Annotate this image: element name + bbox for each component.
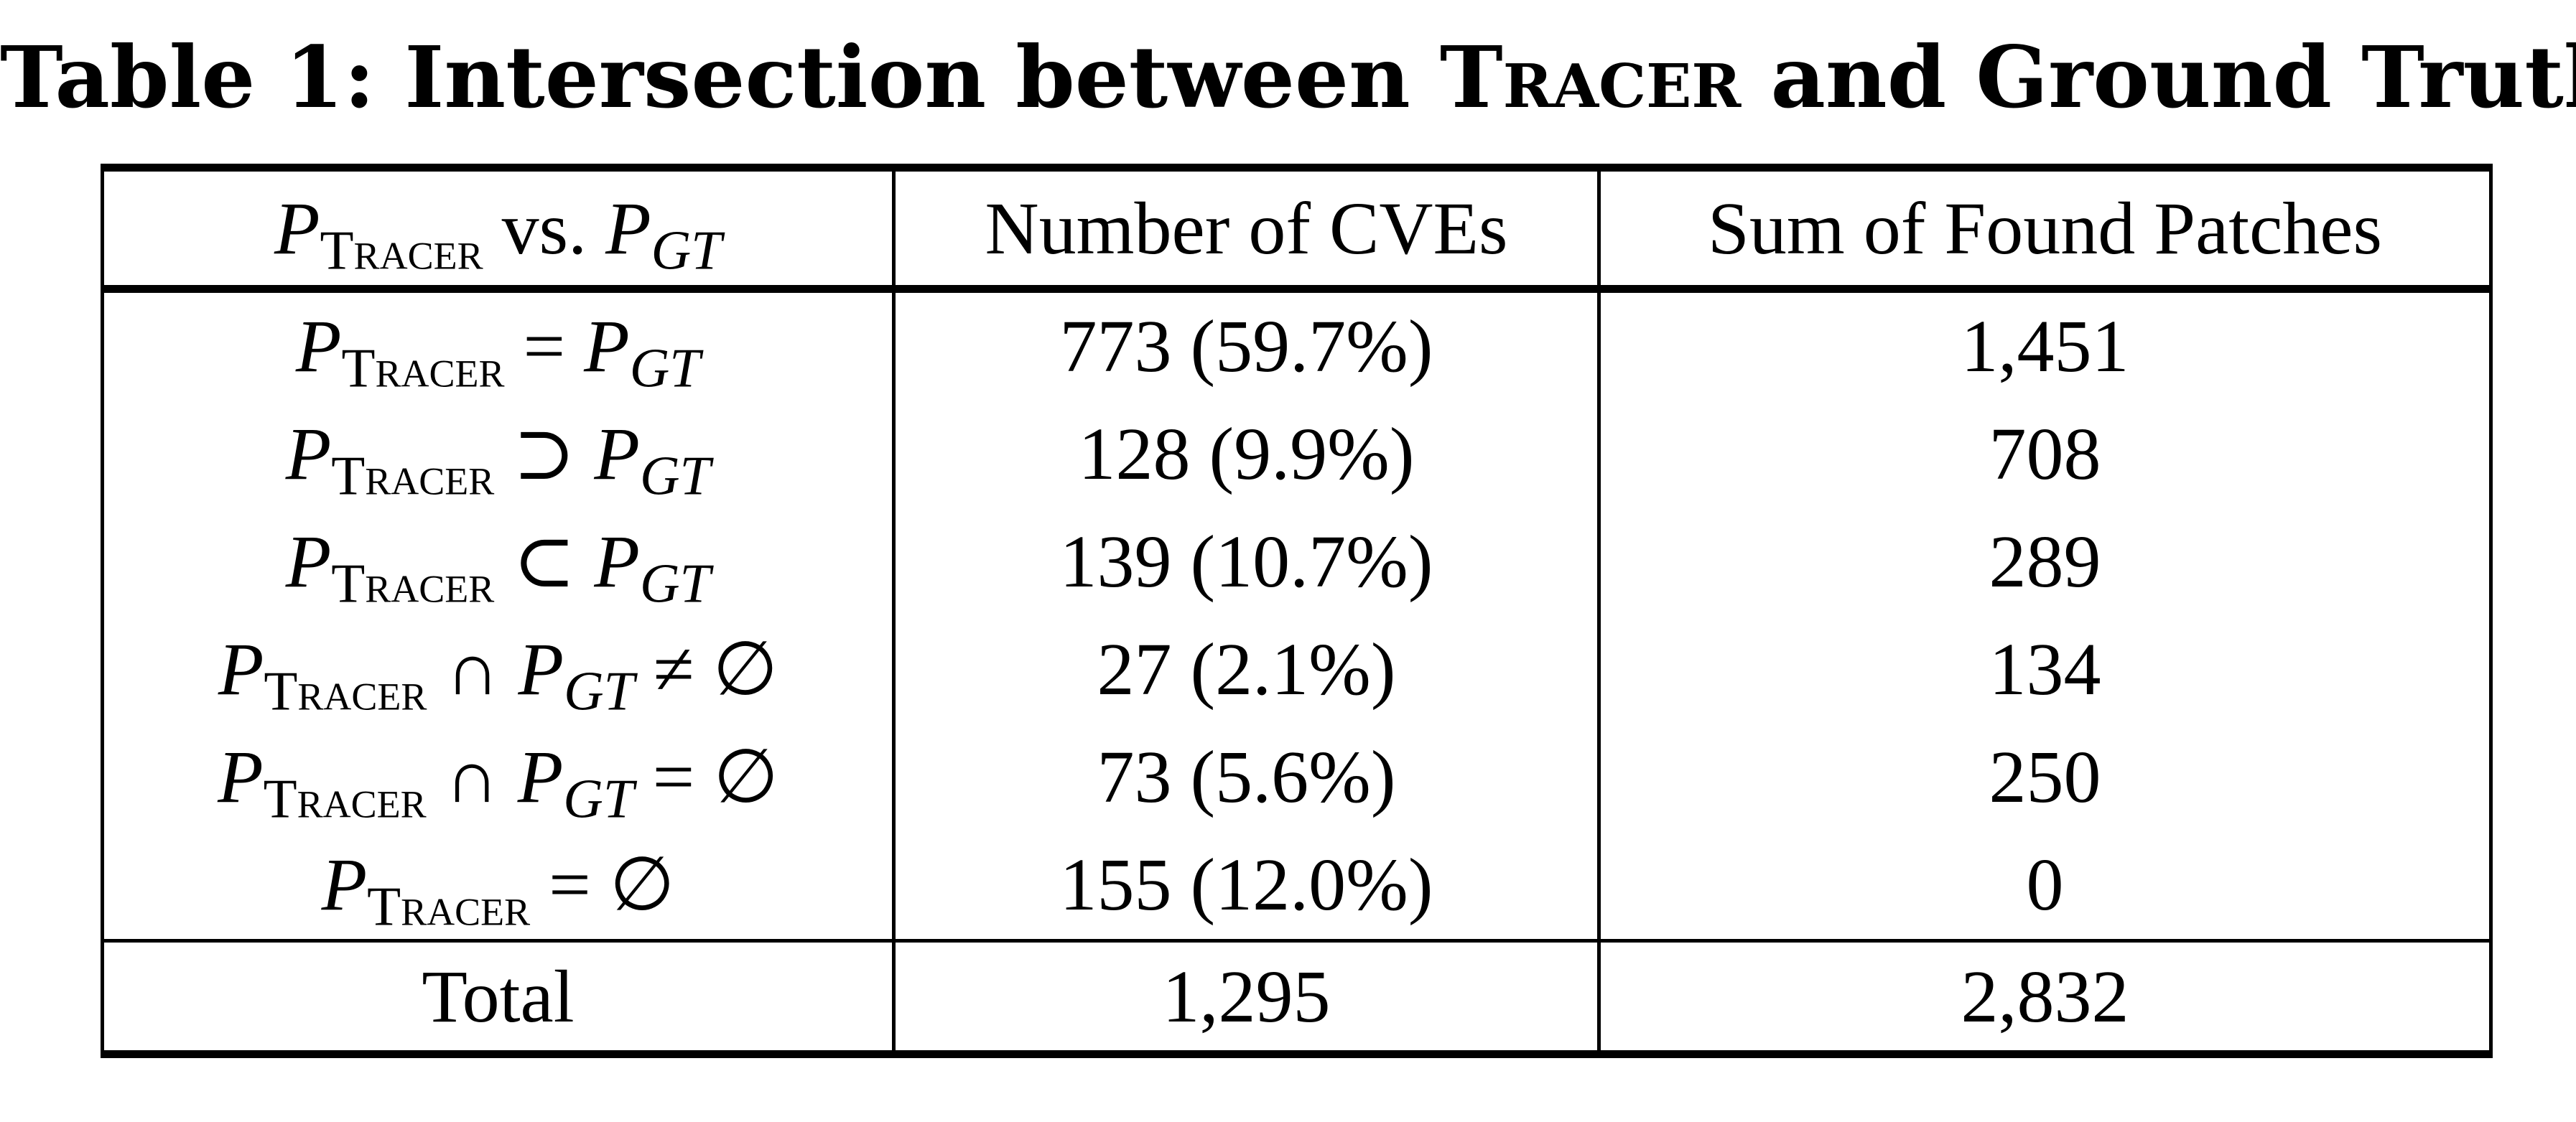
total-row: Total 1,295 2,832	[102, 939, 2491, 1055]
total-label: Total	[102, 939, 894, 1055]
header-right-subscript: GT	[651, 219, 722, 281]
table-body: PTracer = PGT 773 (59.7%) 1,451 PTracer ⊃ P…	[103, 289, 2491, 941]
header-found-patches: Sum of Found Patches	[1597, 167, 2491, 293]
total-found-patches: 2,832	[1597, 939, 2491, 1055]
table-caption: Table 1: Intersection between Tracer and…	[0, 20, 2576, 135]
relation-operator: ⊂	[513, 520, 576, 603]
relation-cell: PTracer ⊃ PGT	[103, 401, 894, 508]
relation-left-symbol: P	[321, 843, 368, 926]
relation-right-symbol: P	[517, 736, 564, 818]
relation-right-subscript: GT	[629, 337, 701, 399]
header-left-symbol: P	[274, 187, 320, 270]
header-num-cves: Number of CVEs	[892, 167, 1599, 293]
found-patches-cell: 250	[1597, 724, 2491, 831]
relation-right-subscript: GT	[639, 552, 711, 614]
relation-left-symbol: P	[218, 736, 264, 818]
table-row: PTracer ⊃ PGT 128 (9.9%) 708	[103, 401, 2491, 508]
num-cves-cell: 27 (2.1%)	[892, 616, 1599, 724]
relation-operator: ∩	[445, 736, 499, 818]
caption-suffix: and Ground Truth	[1741, 27, 2576, 127]
found-patches-cell: 0	[1597, 831, 2491, 941]
results-table: PTracer vs. PGT Number of CVEs Sum of Fo…	[101, 164, 2493, 1058]
relation-left-subscript: Tracer	[331, 552, 495, 614]
table-row: PTracer = PGT 773 (59.7%) 1,451	[103, 289, 2491, 401]
relation-cell: PTracer ∩ PGT = ∅	[103, 724, 894, 831]
header-right-symbol: P	[605, 187, 651, 270]
header-operator: vs.	[501, 187, 587, 270]
relation-cell: PTracer = ∅	[103, 831, 894, 941]
relation-cell: PTracer ∩ PGT ≠ ∅	[103, 616, 894, 724]
table-row: PTracer ∩ PGT ≠ ∅ 27 (2.1%) 134	[103, 616, 2491, 724]
found-patches-cell: 134	[1597, 616, 2491, 724]
relation-tail: = ∅	[652, 736, 778, 818]
relation-right-symbol: P	[584, 305, 630, 388]
relation-right-symbol: P	[594, 413, 640, 495]
total-num-cves: 1,295	[892, 939, 1599, 1055]
found-patches-cell: 708	[1597, 401, 2491, 508]
num-cves-cell: 139 (10.7%)	[892, 508, 1599, 616]
relation-left-symbol: P	[285, 520, 332, 603]
relation-right-symbol: P	[518, 628, 564, 711]
relation-cell: PTracer = PGT	[103, 289, 894, 401]
table-row: PTracer ∩ PGT = ∅ 73 (5.6%) 250	[103, 724, 2491, 831]
relation-left-symbol: P	[285, 413, 332, 495]
relation-tail: ≠ ∅	[653, 628, 778, 711]
relation-right-symbol: ∅	[609, 843, 675, 926]
relation-left-subscript: Tracer	[263, 767, 427, 830]
caption-prefix: Table 1: Intersection between	[0, 27, 1440, 127]
relation-right-subscript: GT	[639, 444, 711, 507]
relation-left-symbol: P	[218, 628, 264, 711]
table-row: PTracer ⊂ PGT 139 (10.7%) 289	[103, 508, 2491, 616]
relation-right-subscript: GT	[564, 660, 635, 722]
num-cves-cell: 773 (59.7%)	[892, 289, 1599, 401]
relation-operator: =	[523, 305, 566, 388]
relation-left-symbol: P	[295, 305, 342, 388]
caption-tool-name: Tracer	[1439, 27, 1742, 127]
num-cves-cell: 128 (9.9%)	[892, 401, 1599, 508]
relation-operator: ∩	[445, 628, 500, 711]
header-relation: PTracer vs. PGT	[102, 167, 894, 293]
relation-right-symbol: P	[594, 520, 640, 603]
relation-left-subscript: Tracer	[367, 875, 531, 938]
header-row: PTracer vs. PGT Number of CVEs Sum of Fo…	[102, 167, 2491, 293]
relation-right-subscript: GT	[563, 767, 634, 830]
header-left-subscript: Tracer	[320, 219, 483, 281]
found-patches-cell: 1,451	[1597, 289, 2491, 401]
num-cves-cell: 155 (12.0%)	[892, 831, 1599, 941]
relation-left-subscript: Tracer	[341, 337, 505, 399]
found-patches-cell: 289	[1597, 508, 2491, 616]
relation-left-subscript: Tracer	[331, 444, 495, 507]
relation-operator: =	[549, 843, 591, 926]
relation-left-subscript: Tracer	[264, 660, 427, 722]
relation-operator: ⊃	[513, 413, 576, 495]
table-row: PTracer = ∅ 155 (12.0%) 0	[103, 831, 2491, 941]
relation-cell: PTracer ⊂ PGT	[103, 508, 894, 616]
num-cves-cell: 73 (5.6%)	[892, 724, 1599, 831]
